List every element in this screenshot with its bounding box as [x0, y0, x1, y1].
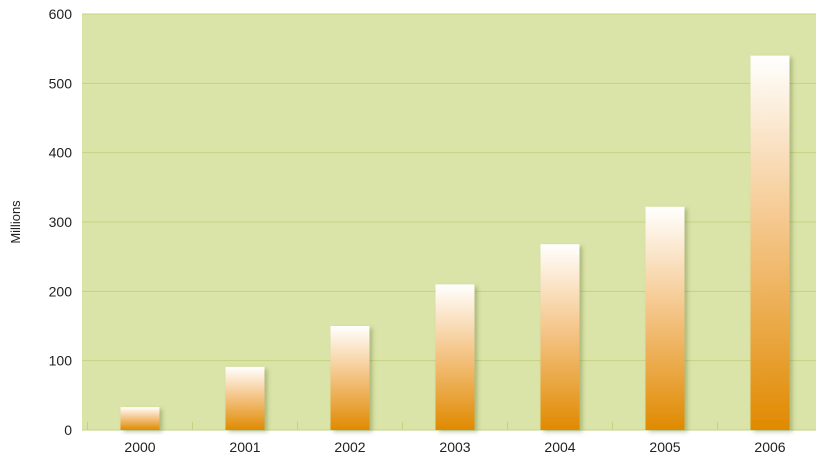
y-axis-ticks: 0 100 200 300 400 500 600	[49, 6, 73, 438]
x-tick-label: 2005	[649, 439, 680, 455]
x-tick-label: 2002	[334, 439, 365, 455]
x-tick-label: 2003	[439, 439, 470, 455]
bar-2006	[750, 55, 790, 430]
bars	[120, 55, 790, 430]
bar-2000	[120, 407, 160, 430]
x-tick-label: 2000	[124, 439, 155, 455]
y-tick-label: 300	[49, 214, 73, 230]
bar-2001	[225, 366, 265, 430]
y-tick-label: 600	[49, 6, 73, 22]
y-tick-label: 400	[49, 145, 73, 161]
y-tick-label: 0	[64, 422, 72, 438]
x-tick-label: 2004	[544, 439, 575, 455]
bar-2005	[645, 206, 685, 430]
y-axis-title: Millions	[8, 200, 23, 244]
y-tick-label: 200	[49, 283, 73, 299]
bar-2004	[540, 244, 580, 430]
bar-2002	[330, 326, 370, 430]
y-tick-label: 100	[49, 353, 73, 369]
y-tick-label: 500	[49, 75, 73, 91]
x-axis-ticks: 2000 2001 2002 2003 2004 2005 2006	[87, 422, 786, 455]
bar-2003	[435, 284, 475, 430]
x-tick-label: 2001	[229, 439, 260, 455]
x-tick-label: 2006	[754, 439, 785, 455]
